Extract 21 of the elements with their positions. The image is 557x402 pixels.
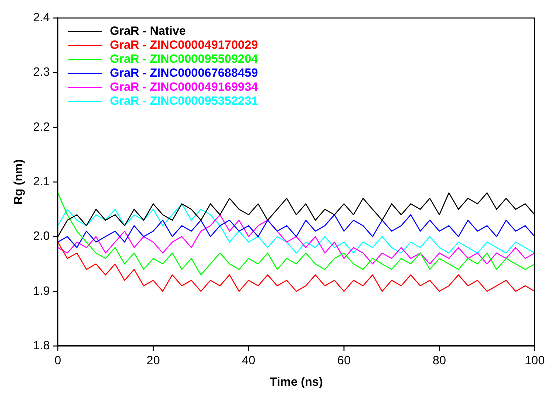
- y-axis-title: Rg (nm): [12, 160, 26, 205]
- legend-label: GraR - ZINC000049170029: [110, 38, 258, 52]
- x-tick-label: 100: [524, 354, 546, 368]
- y-tick-label: 2.2: [33, 120, 50, 134]
- legend-label: GraR - Native: [110, 24, 186, 38]
- y-tick-label: 1.9: [33, 284, 50, 298]
- y-tick-label: 1.8: [33, 338, 50, 353]
- x-tick-label: 0: [54, 354, 62, 368]
- x-tick-label: 80: [432, 354, 447, 368]
- x-tick-label: 40: [242, 354, 256, 368]
- legend-label: GraR - ZINC000095352231: [110, 94, 258, 108]
- x-tick-label: 20: [146, 354, 160, 368]
- y-tick-label: 2.3: [33, 65, 50, 80]
- legend-label: GraR - ZINC000095509204: [110, 52, 258, 66]
- legend-label: GraR - ZINC000067688459: [110, 66, 258, 80]
- y-tick-label: 2.1: [33, 174, 50, 189]
- x-tick-label: 60: [338, 354, 352, 368]
- legend-label: GraR - ZINC000049169934: [110, 80, 258, 94]
- x-axis-title: Time (ns): [270, 375, 324, 390]
- y-tick-label: 2.0: [33, 229, 50, 244]
- y-tick-label: 2.4: [33, 10, 50, 25]
